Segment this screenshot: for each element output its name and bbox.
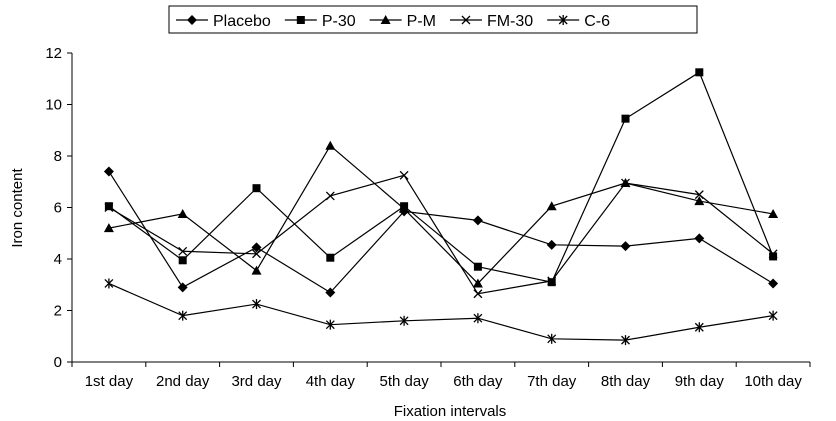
data-point-p-30 [178, 256, 187, 265]
legend-item-placebo: Placebo [176, 13, 271, 30]
data-point-placebo [620, 241, 631, 252]
legend-marker-p-30 [296, 16, 305, 24]
series-c-6 [104, 278, 778, 346]
data-point-p-m [694, 196, 705, 206]
x-axis-title: Fixation intervals [394, 403, 507, 420]
series-line-p-m [108, 144, 774, 285]
legend-item-p-m: P-M [369, 13, 436, 30]
data-point-fm-30 [325, 191, 335, 201]
legend-label: C-6 [584, 13, 610, 30]
data-point-placebo [251, 242, 262, 253]
data-point-placebo [103, 166, 114, 177]
data-point-placebo [768, 278, 779, 289]
data-point-placebo [694, 233, 705, 244]
data-point-p-m [472, 278, 483, 288]
data-point-p-30 [326, 253, 335, 262]
legend-marker-c-6 [558, 15, 568, 25]
series-p-m [103, 140, 779, 288]
data-point-placebo [546, 239, 557, 250]
series-line-c-6 [108, 282, 774, 341]
series-p-30 [104, 68, 778, 287]
data-point-p-m [768, 208, 779, 218]
data-point-c-6 [178, 310, 188, 321]
legend-label: FM-30 [487, 13, 533, 30]
data-point-p-m [177, 208, 188, 218]
legend-label: P-M [407, 13, 436, 30]
y-tick-label: 12 [45, 45, 62, 62]
y-axis-title: Iron content [9, 168, 26, 248]
legend-marker-p-m [380, 15, 391, 24]
y-tick-label: 10 [45, 97, 62, 114]
series-placebo [103, 166, 779, 298]
legend: Placebo P-30 P-M FM-30 C-6 [176, 13, 610, 30]
data-point-placebo [472, 215, 483, 226]
data-point-fm-30 [178, 246, 188, 256]
data-point-fm-30 [399, 170, 409, 180]
y-tick-label: 2 [54, 303, 62, 320]
data-point-p-30 [104, 202, 113, 211]
data-point-p-m [546, 201, 557, 211]
data-point-placebo [177, 282, 188, 293]
x-tick-label: 7th day [527, 373, 577, 390]
x-tick-label: 2nd day [156, 373, 210, 390]
data-point-placebo [325, 287, 336, 298]
data-point-c-6 [252, 299, 261, 310]
legend-item-c-6: C-6 [547, 13, 610, 30]
data-point-fm-30 [547, 276, 557, 286]
x-tick-label: 9th day [675, 373, 725, 390]
y-tick-label: 6 [54, 200, 62, 217]
legend-label: Placebo [213, 13, 271, 30]
axes: 0 2 4 6 8 10 12 1st day 2nd day 3rd day 4th day 5th… [45, 45, 811, 390]
data-point-fm-30 [473, 289, 483, 299]
legend-box [168, 5, 698, 34]
data-point-p-m [103, 223, 114, 233]
data-point-fm-30 [694, 190, 704, 200]
series-line-placebo [108, 171, 774, 294]
data-point-c-6 [325, 319, 335, 330]
data-point-c-6 [621, 335, 630, 346]
x-tick-label: 3rd day [231, 373, 282, 390]
data-point-p-30 [621, 114, 630, 123]
data-point-p-m [251, 265, 262, 275]
y-tick-label: 4 [54, 251, 62, 268]
legend-item-fm-30: FM-30 [449, 13, 533, 30]
data-point-fm-30 [104, 203, 114, 212]
data-point-p-30 [695, 68, 704, 77]
x-tick-label: 4th day [306, 373, 356, 390]
series-line-p-30 [108, 71, 774, 283]
legend-marker-fm-30 [461, 15, 471, 25]
legend-label: P-30 [322, 13, 356, 30]
x-tick-label: 10th day [744, 373, 802, 390]
series-fm-30 [104, 170, 778, 299]
data-point-c-6 [104, 278, 114, 289]
data-point-p-30 [547, 278, 556, 287]
data-point-c-6 [694, 322, 704, 333]
data-point-p-30 [769, 252, 778, 261]
data-point-p-m [325, 140, 336, 150]
x-tick-label: 1st day [85, 373, 134, 390]
legend-item-p-30: P-30 [284, 13, 356, 30]
x-tick-label: 8th day [601, 373, 651, 390]
legend-marker-placebo [187, 15, 197, 25]
data-point-p-30 [252, 184, 261, 193]
series-line-fm-30 [108, 174, 774, 295]
data-point-p-m [399, 203, 410, 213]
data-point-c-6 [399, 315, 409, 326]
x-tick-label: 5th day [379, 373, 429, 390]
data-point-p-30 [473, 262, 482, 271]
series-group [103, 68, 779, 346]
data-point-fm-30 [621, 178, 630, 188]
y-tick-label: 0 [54, 354, 62, 371]
data-point-fm-30 [768, 249, 778, 259]
y-tick-label: 8 [54, 148, 62, 165]
data-point-fm-30 [252, 249, 261, 259]
data-point-c-6 [768, 310, 778, 321]
data-point-c-6 [473, 313, 483, 324]
data-point-c-6 [547, 333, 557, 344]
x-tick-label: 6th day [453, 373, 503, 390]
